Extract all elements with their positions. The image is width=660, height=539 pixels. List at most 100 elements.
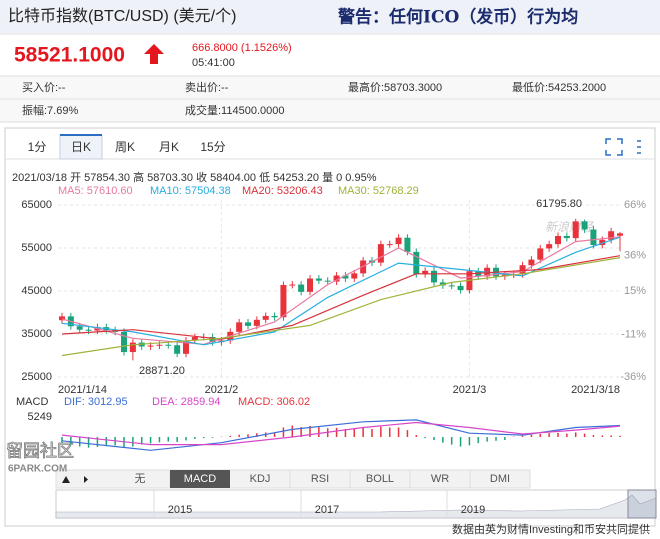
candle-body [431,270,437,283]
footer: 数据由英为财情Investing和币安共同提供 [452,522,650,536]
candle-body [121,331,127,353]
legend-entry: DIF: 3012.95 [64,396,128,408]
legend-entry: MA5: 57610.60 [58,185,133,197]
tab[interactable]: 周K [115,140,135,154]
legend-entry: MA20: 53206.43 [242,185,323,197]
ma-line [61,236,621,346]
ma-line [61,255,621,340]
candle-body [563,235,570,239]
y-tick-label: 55000 [21,242,52,254]
candle-body [183,340,189,354]
navigator-window[interactable] [627,489,657,519]
chart-frame [4,127,656,527]
tab[interactable]: 15分 [200,140,225,154]
x-tick-label: 2021/3 [453,384,487,396]
navigator-year: 2015 [168,504,192,516]
info-field: 振幅:7.69% [22,103,78,117]
candle-body [147,345,154,347]
candle-body [129,342,136,353]
candle-body [315,278,322,281]
indicator-tab[interactable]: DMI [490,473,510,485]
candle-body [572,221,579,239]
candle-body [280,284,287,318]
low-annotation: 28871.20 [139,365,185,377]
time: 05:41:00 [192,57,235,69]
candle-body [174,345,181,354]
site-watermark: 6PARK.COM [8,464,67,475]
toolbar-icons [605,138,641,156]
warning: 警告：任何ICO（发币）行为均 [337,7,578,28]
candle-body [76,326,83,330]
title: 比特币指数(BTC/USD) (美元/个) [8,7,236,25]
indicator-tab[interactable]: MACD [184,473,216,485]
up-arrow [144,44,164,64]
price: 58521.1000 [14,44,125,67]
candle-body [528,259,535,266]
candle-body [245,322,251,326]
candle-body [519,265,526,275]
candle-body [298,284,305,292]
candle-body [342,275,349,279]
legend-entry: MA10: 57504.38 [150,185,231,197]
indicator-tab[interactable]: BOLL [366,473,394,485]
candle-body [422,270,429,275]
x-tick-label: 2021/1/14 [58,384,107,396]
summary: 2021/03/18 开 57854.30 高 58703.30 收 58404… [12,170,377,184]
indicator-tab-selected[interactable] [170,470,230,488]
y2-tick-label: 36% [624,249,646,261]
candle-body [165,344,172,346]
candle-body [386,244,393,246]
candle-body [209,337,216,343]
fullscreen-icon[interactable] [605,138,623,156]
y-tick-label: 65000 [21,199,52,211]
legend-entry: DEA: 2859.94 [152,396,221,408]
candle-body [546,244,553,249]
candle-body [439,282,446,286]
candle-body [262,315,269,320]
indicator-tab[interactable]: WR [431,473,449,485]
tab-selected[interactable] [59,134,103,160]
site-watermark: 留园社区 [6,441,74,460]
candle-body [351,273,358,279]
candle-body [413,251,420,275]
indicator-tab[interactable]: 无 [135,473,146,485]
ma-line [61,236,621,345]
y-tick-label: 35000 [21,328,52,340]
tab[interactable]: 月K [159,140,179,154]
header-bar [0,0,660,33]
candle-body [590,229,597,245]
candle-body [253,319,260,326]
navigator-year: 2017 [315,504,339,516]
candle-body [457,285,464,291]
menu-icon[interactable] [637,140,641,154]
indicator-tab[interactable]: KDJ [250,473,271,485]
info-field: 买入价:-- [22,81,66,94]
y2-tick-label: 66% [624,199,646,211]
candle-body [307,278,313,292]
y-tick-label: 5249 [28,411,52,423]
y2-tick-label: 15% [624,285,646,297]
candle-body [617,233,623,236]
candle-body [404,237,411,252]
scroll-arrows[interactable] [62,476,88,483]
candle-body [333,275,340,282]
y2-tick-label: -36% [620,371,646,383]
candle-body [236,322,243,332]
tab[interactable]: 日K [71,140,91,154]
indicator-tab[interactable]: RSI [311,473,329,485]
y2-tick-label: -11% [621,329,646,341]
x-tick-label: 2021/2 [205,384,239,396]
candle-body [85,329,92,331]
indicator-bar [55,469,531,489]
info-field: 最低价:54253.2000 [512,81,606,94]
candle-body [156,344,163,346]
candle-body [555,235,561,245]
candle-body [599,239,606,245]
candle-body [59,316,65,321]
panel-title: MACD [16,396,48,408]
info-field: 成交量:114500.0000 [185,103,284,117]
tab[interactable]: 1分 [28,140,47,154]
info-field: 卖出价:-- [185,80,229,94]
ma-line [61,257,621,357]
